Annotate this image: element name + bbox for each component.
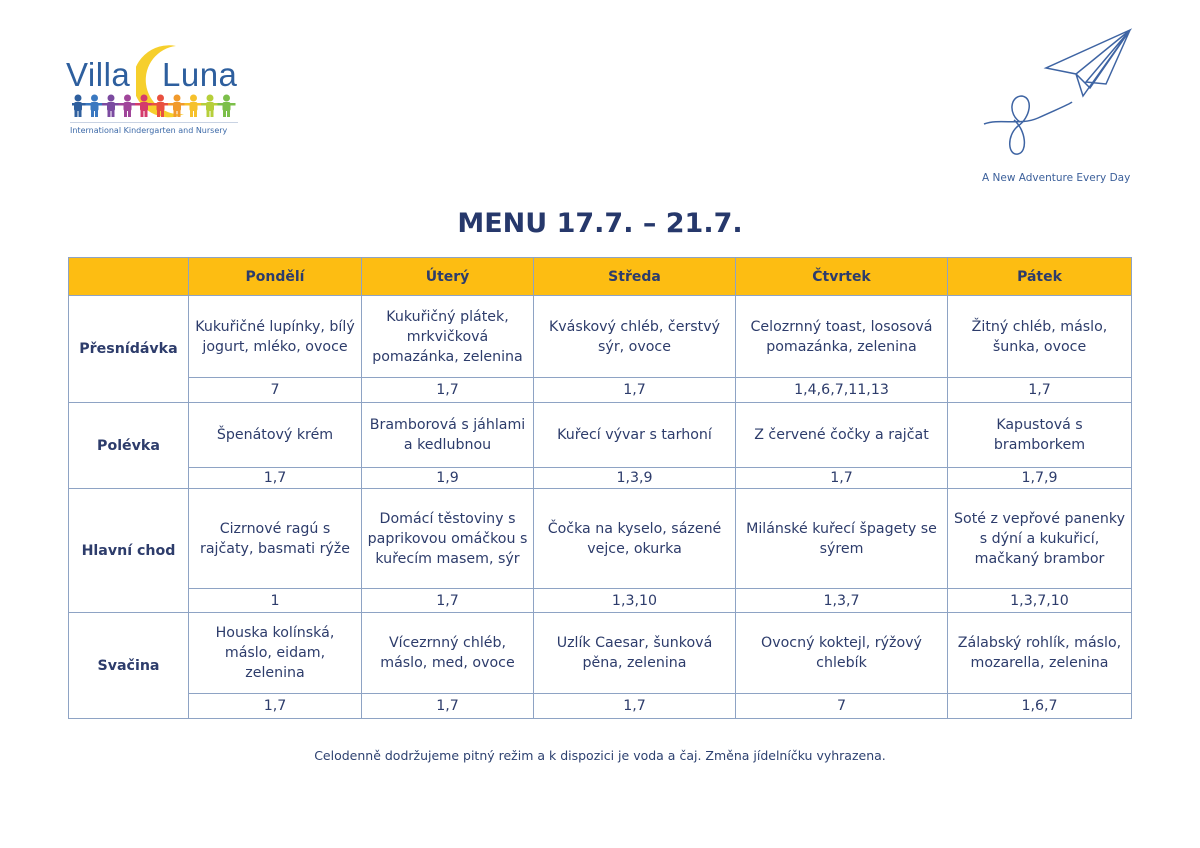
header-row: Pondělí Úterý Středa Čtvrtek Pátek (68, 257, 1132, 296)
moon-icon (136, 45, 184, 118)
dish-row: Hlavní chod Cizrnové ragú s rajčaty, basm… (68, 488, 1132, 613)
dish-cell: Kváskový chléb, čerstvý sýr, ovoce (533, 295, 736, 378)
menu-table: Pondělí Úterý Středa Čtvrtek Pátek Přesnídáv… (68, 257, 1132, 719)
dish-cell: Čočka na kyselo, sázené vejce, okurka (533, 488, 736, 589)
header-corner (68, 257, 189, 296)
logo-brand-left: Villa (66, 56, 131, 93)
dish-cell: Celozrnný toast, lososová pomazánka, zel… (735, 295, 948, 378)
allergen-cell: 1,4,6,7,11,13 (735, 377, 948, 403)
allergen-cell: 1,3,10 (533, 588, 736, 613)
dish-row: Svačina Houska kolínská, máslo, eidam, ze… (68, 612, 1132, 719)
logo-brand-right: Luna (162, 56, 238, 93)
dish-cell: Kapustová s bramborkem (947, 402, 1132, 468)
footer-note: Celodenně dodržujeme pitný režim a k dis… (314, 748, 886, 763)
children-icon (72, 94, 236, 117)
allergen-cell: 1,7 (361, 377, 534, 403)
allergen-row: 1 1,7 1,3,10 1,3,7 1,3,7,10 (69, 588, 1132, 613)
dish-cell: Cizrnové ragú s rajčaty, basmati rýže (188, 488, 362, 589)
allergen-cell: 1,9 (361, 467, 534, 489)
paper-plane-icon (983, 28, 1133, 155)
dish-cell: Uzlík Caesar, šunková pěna, zelenina (533, 612, 736, 694)
allergen-cell: 1,7 (735, 467, 948, 489)
dish-cell: Vícezrnný chléb, máslo, med, ovoce (361, 612, 534, 694)
allergen-cell: 1,7 (361, 693, 534, 719)
dish-cell: Špenátový krém (188, 402, 362, 468)
dish-row: Polévka Špenátový krém Bramborová s jáhlam… (68, 402, 1132, 489)
allergen-cell: 1,3,7,10 (947, 588, 1132, 613)
allergen-cell: 1,7 (188, 693, 362, 719)
day-header: Úterý (361, 257, 534, 296)
allergen-cell: 1,7 (533, 377, 736, 403)
tagline: A New Adventure Every Day (982, 172, 1131, 184)
dish-row: Přesnídávka Kukuřičné lupínky, bílý jogur… (68, 295, 1132, 403)
allergen-cell: 7 (188, 377, 362, 403)
allergen-cell: 1,7 (533, 693, 736, 719)
meal-name: Přesnídávka (68, 295, 189, 403)
dish-cell: Ovocný koktejl, rýžový chlebík (735, 612, 948, 694)
dish-cell: Soté z vepřové panenky s dýní a kukuřicí… (947, 488, 1132, 589)
dish-cell: Bramborová s jáhlami a kedlubnou (361, 402, 534, 468)
meal-name: Hlavní chod (68, 488, 189, 613)
allergen-cell: 7 (735, 693, 948, 719)
day-header: Pondělí (188, 257, 362, 296)
dish-cell: Kuřecí vývar s tarhoní (533, 402, 736, 468)
allergen-cell: 1,7 (361, 588, 534, 613)
allergen-row: 1,7 1,9 1,3,9 1,7 1,7,9 (69, 467, 1132, 489)
allergen-cell: 1,7,9 (947, 467, 1132, 489)
allergen-cell: 1 (188, 588, 362, 613)
dish-cell: Houska kolínská, máslo, eidam, zelenina (188, 612, 362, 694)
allergen-cell: 1,3,7 (735, 588, 948, 613)
day-header: Středa (533, 257, 736, 296)
dish-cell: Žitný chléb, máslo, šunka, ovoce (947, 295, 1132, 378)
day-header: Čtvrtek (735, 257, 948, 296)
page-title: MENU 17.7. – 21.7. (457, 208, 743, 239)
allergen-cell: 1,3,9 (533, 467, 736, 489)
allergen-row: 1,7 1,7 1,7 7 1,6,7 (69, 693, 1132, 719)
allergen-cell: 1,7 (947, 377, 1132, 403)
allergen-cell: 1,6,7 (947, 693, 1132, 719)
meal-name: Svačina (68, 612, 189, 719)
allergen-cell: 1,7 (188, 467, 362, 489)
meal-name: Polévka (68, 402, 189, 489)
logo-divider (70, 122, 238, 123)
dish-cell: Milánské kuřecí špagety se sýrem (735, 488, 948, 589)
dish-cell: Kukuřičný plátek, mrkvičková pomazánka, … (361, 295, 534, 378)
villa-luna-logo: Villa Luna International Kindergarten an… (66, 44, 246, 140)
dish-cell: Kukuřičné lupínky, bílý jogurt, mléko, o… (188, 295, 362, 378)
dish-cell: Domácí těstoviny s paprikovou omáčkou s … (361, 488, 534, 589)
dish-cell: Z červené čočky a rajčat (735, 402, 948, 468)
allergen-row: 7 1,7 1,7 1,4,6,7,11,13 1,7 (69, 377, 1132, 403)
day-header: Pátek (947, 257, 1132, 296)
logo-subtitle: International Kindergarten and Nursery (70, 126, 228, 135)
dish-cell: Zálabský rohlík, máslo, mozarella, zelen… (947, 612, 1132, 694)
